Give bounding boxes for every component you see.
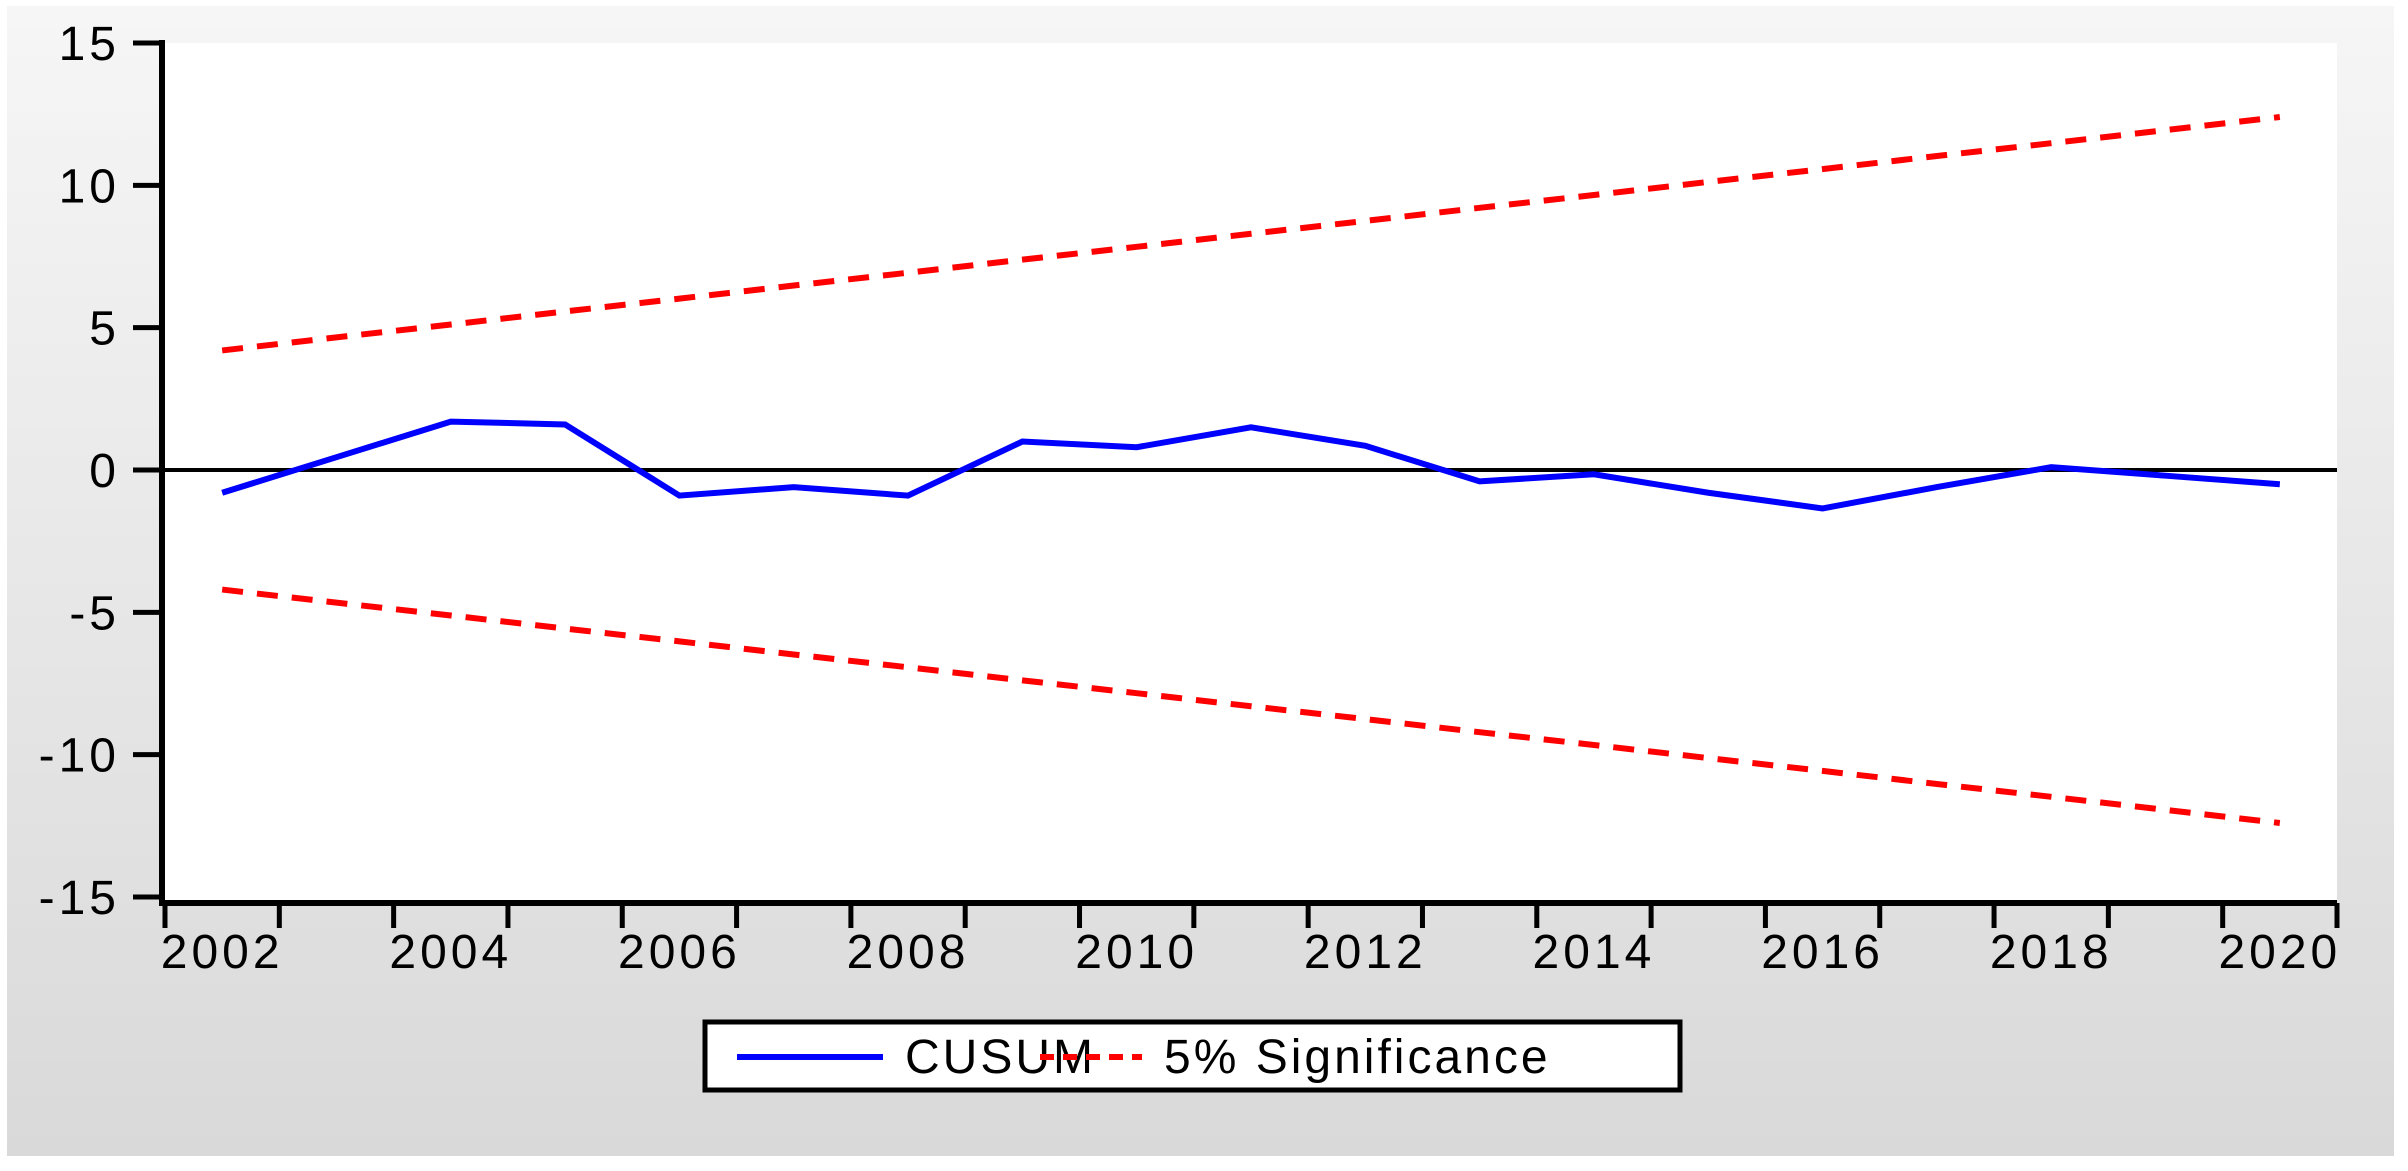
- y-tick-label: 0: [89, 445, 120, 498]
- cusum-line: [221, 418, 2281, 512]
- x-axis-ticks: [162, 903, 2340, 928]
- x-tick-label: 2008: [847, 926, 970, 979]
- y-tick-label: 5: [89, 303, 120, 356]
- y-tick-label: -15: [39, 872, 120, 925]
- x-tick-label: 2004: [389, 926, 512, 979]
- x-tick-label: 2014: [1533, 926, 1656, 979]
- y-tick-label: 15: [59, 18, 120, 71]
- x-tick-label: 2020: [2218, 926, 2341, 979]
- y-tick-label: -10: [39, 730, 120, 783]
- legend-cusum-label: CUSUM: [905, 1031, 1096, 1084]
- y-axis-labels: 15 10 5 0 -5 -10 -15: [39, 18, 120, 925]
- x-tick-label: 2006: [618, 926, 741, 979]
- legend-significance-label: 5% Significance: [1164, 1031, 1551, 1084]
- y-tick-label: -5: [69, 587, 120, 640]
- significance-upper-line: [221, 114, 2281, 354]
- x-tick-label: 2012: [1304, 926, 1427, 979]
- x-tick-label: 2002: [161, 926, 284, 979]
- x-tick-label: 2016: [1761, 926, 1884, 979]
- x-tick-label: 2018: [1990, 926, 2113, 979]
- plot-area: [162, 43, 2337, 903]
- x-axis-labels: 2002 2004 2006 2008 2010 2012 2014 2016 2018 2020: [161, 926, 2341, 979]
- data-series: [221, 114, 2281, 826]
- y-axis-ticks: [133, 40, 162, 900]
- x-tick-label: 2010: [1075, 926, 1198, 979]
- significance-lower-line: [221, 586, 2281, 826]
- legend: CUSUM 5% Significance: [702, 1019, 1683, 1093]
- y-tick-label: 10: [59, 160, 120, 213]
